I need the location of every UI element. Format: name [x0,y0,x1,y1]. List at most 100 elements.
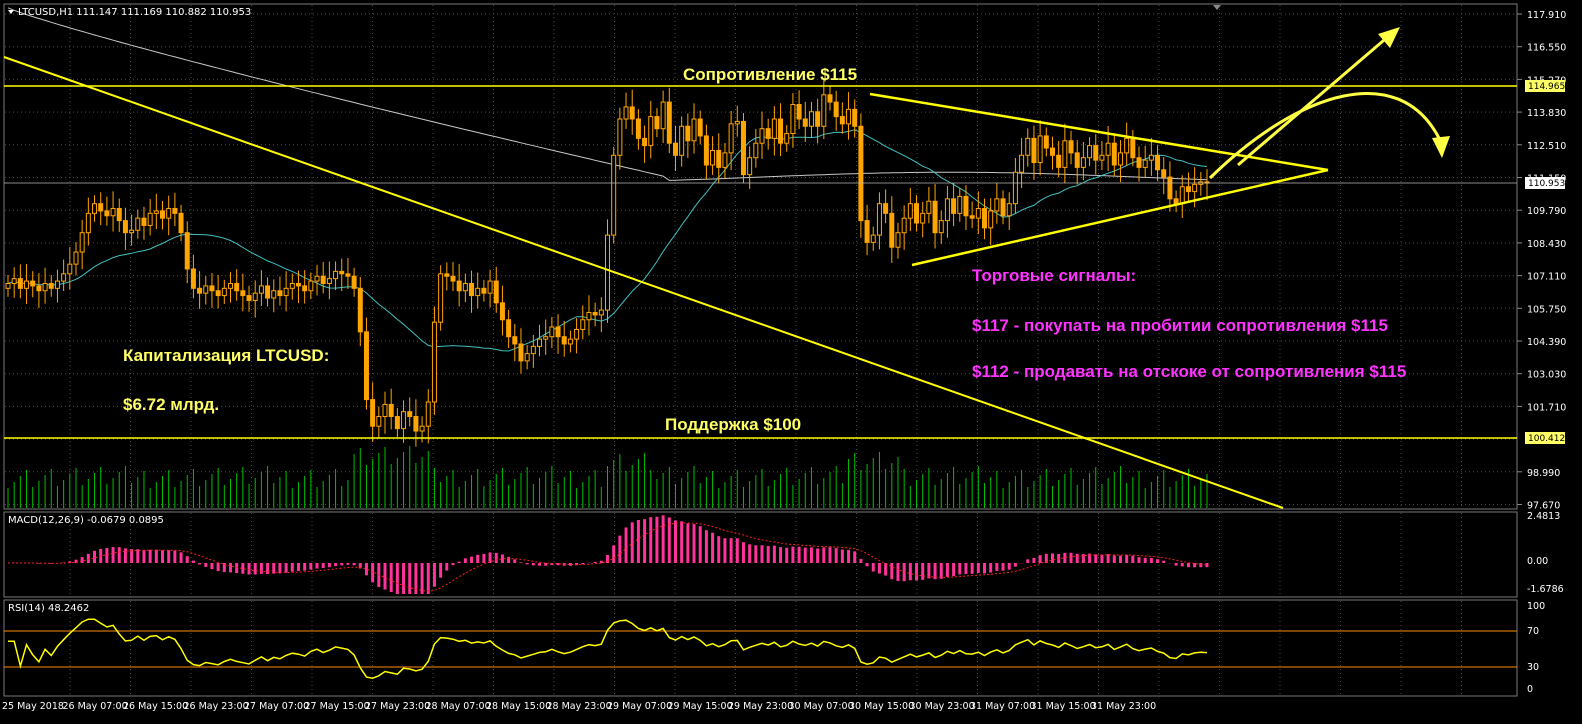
shift-marker-icon[interactable] [1213,5,1221,10]
resistance-annotation: Сопротивление $115 [683,65,857,84]
candle-body [431,321,437,403]
candle-body [598,309,604,316]
macd-tick-label: 0.00 [1527,556,1548,567]
candle-body [1105,142,1111,156]
candle-body [308,280,314,292]
candle-body [487,280,493,294]
candle-body [326,278,332,284]
candle-body [1043,135,1049,149]
collapse-triangle-icon[interactable] [8,10,14,14]
candle-body [67,263,73,275]
candle-body [883,203,889,214]
current-price-label: 110.953 [1528,179,1565,189]
candle-body [691,118,697,142]
candle-body [827,94,833,103]
candle-body [394,416,400,430]
time-tick-label: 28 May 07:00 [426,701,491,712]
candle-body [549,326,555,338]
candle-body [320,275,326,284]
candle-body [215,290,221,297]
candle-body [333,270,339,280]
candle-body [734,120,740,125]
candle-body [1142,159,1148,168]
current-price-badge: 110.953 [1525,177,1565,189]
candle-body [771,118,777,139]
price-tick-label: 98.990 [1527,468,1560,479]
triangle-upper-line[interactable] [869,92,1329,172]
candle-body [24,280,30,289]
candle-body [1130,137,1136,159]
candle-body [852,108,858,127]
candle-body [61,273,67,282]
candle-body [518,343,524,362]
rsi-line [8,618,1208,679]
candle-body [654,116,660,130]
time-tick-label: 26 May 23:00 [184,701,249,712]
candle-body [753,142,759,159]
candle-body [1087,145,1093,159]
candle-body [1173,198,1179,205]
candle-body [376,416,382,427]
candle-body [982,208,988,229]
price-tick-label: 101.710 [1527,402,1566,413]
candle-body [227,282,233,289]
rebound-arrow [1208,92,1450,180]
candle-body [728,123,734,154]
macd-signal-line [7,522,1208,592]
candle-body [938,220,944,234]
macd-axis: 2.4813 0.00 -1.6786 [1527,511,1564,595]
candle-body [382,403,388,418]
candle-body [759,128,765,144]
candle-body [747,157,753,176]
candle-body [778,118,784,144]
candle-body [586,312,592,321]
candle-body [73,251,79,265]
candle-body [660,101,666,130]
time-tick-label: 27 May 07:00 [244,701,309,712]
support-price-label: 100.412 [1528,434,1565,444]
candle-body [870,234,876,243]
candle-body [48,282,54,289]
candle-body [1192,183,1198,193]
candle-body [537,338,543,347]
candle-body [5,282,11,289]
triangle-lower-line[interactable] [911,168,1329,267]
candle-body [289,282,295,289]
candle-body [1049,147,1055,156]
signal-buy: $117 - покупать на пробитии сопротивлени… [972,316,1388,335]
rsi-axis: 100 70 30 0 [1527,601,1545,695]
resistance-price-badge: 114.965 [1525,80,1565,92]
candle-body [617,118,623,156]
candle-body [258,285,264,294]
time-tick-label: 26 May 15:00 [123,701,188,712]
candle-body [1037,135,1043,164]
candle-body [605,234,610,311]
candle-body [184,232,190,270]
time-tick-label: 31 May 07:00 [970,701,1035,712]
candle-body [623,106,629,120]
candle-body [401,411,407,430]
candle-body [740,120,746,176]
candle-body [42,282,48,292]
candle-body [889,212,895,248]
candle-body [765,128,771,139]
candle-body [1062,140,1068,168]
candle-body [926,200,932,214]
candle-body [524,353,530,362]
candle-body [370,399,376,427]
time-tick-label: 31 May 15:00 [1031,701,1096,712]
support-annotation: Поддержка $100 [665,415,801,434]
support-price-badge: 100.412 [1525,432,1565,444]
candle-body [561,336,567,345]
candle-body [246,295,252,301]
candle-body [951,198,957,214]
candle-body [530,345,536,355]
downtrend-line[interactable] [3,56,1284,509]
candle-body [98,203,104,212]
candle-body [1111,142,1117,166]
candle-body [450,275,456,282]
candle-body [110,208,116,217]
macd-tick-label: -1.6786 [1527,584,1564,595]
